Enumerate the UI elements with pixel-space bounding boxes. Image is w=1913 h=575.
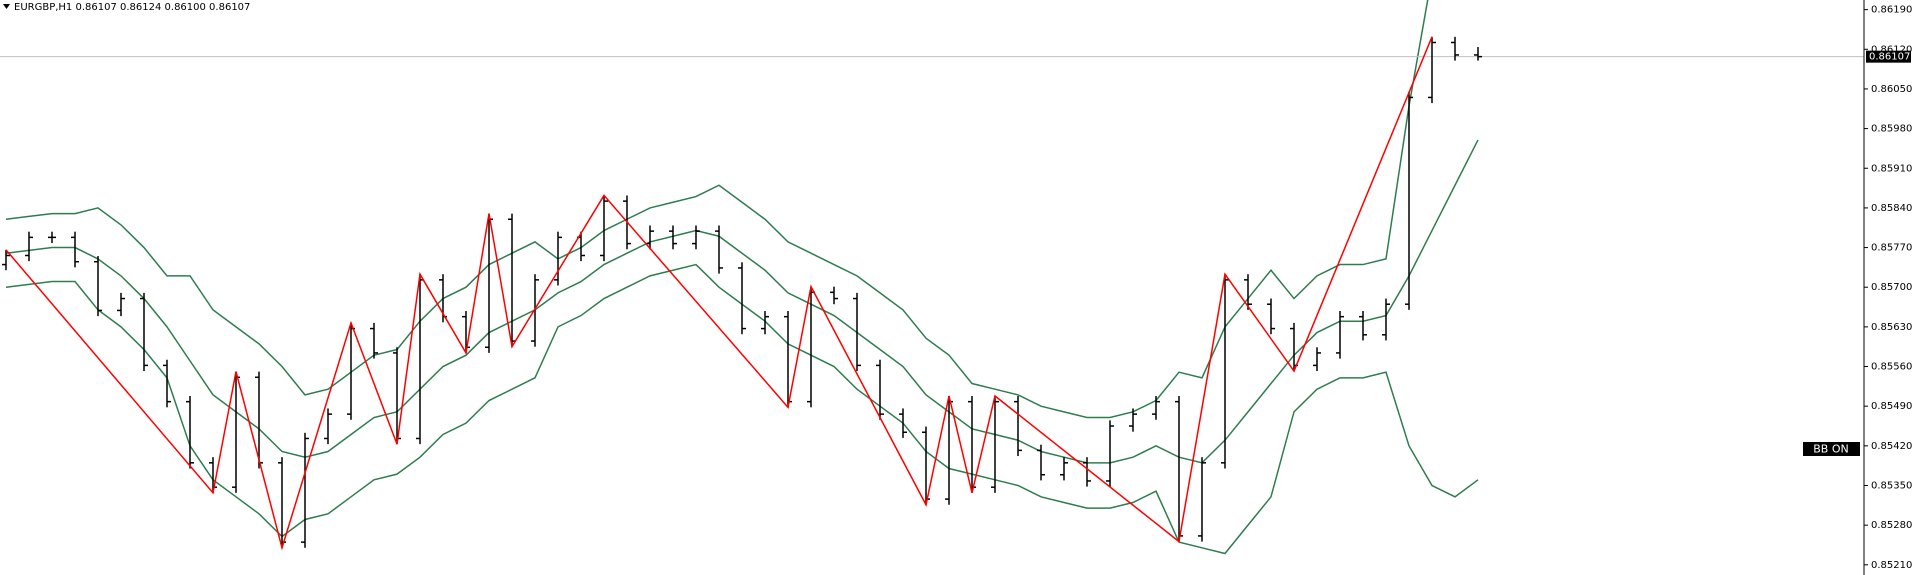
y-tick-label: 0.85700 bbox=[1871, 282, 1912, 293]
y-tick-label: 0.85560 bbox=[1871, 362, 1912, 373]
bollinger-upper bbox=[5, 0, 1429, 419]
y-tick-label: 0.85490 bbox=[1871, 401, 1912, 412]
y-tick-label: 0.86120 bbox=[1871, 44, 1912, 55]
y-tick-label: 0.85630 bbox=[1871, 322, 1912, 333]
bid-label-box bbox=[1866, 50, 1911, 63]
chart-header: EURGBP,H1 0.86107 0.86124 0.86100 0.8610… bbox=[14, 2, 250, 13]
plot-area bbox=[0, 0, 1864, 555]
y-tick-label: 0.85350 bbox=[1871, 480, 1912, 491]
zigzag-line bbox=[5, 36, 1433, 551]
bollinger-middle bbox=[5, 139, 1479, 464]
y-tick-label: 0.86050 bbox=[1871, 84, 1912, 95]
bid-label: 0.86107 bbox=[1869, 52, 1910, 63]
y-tick-label: 0.85210 bbox=[1871, 560, 1912, 571]
y-tick-label: 0.85910 bbox=[1871, 163, 1912, 174]
y-tick-label: 0.85420 bbox=[1871, 441, 1912, 452]
indicator-button[interactable]: BB ON bbox=[1803, 442, 1860, 456]
y-tick-label: 0.85840 bbox=[1871, 203, 1912, 214]
y-tick-label: 0.86190 bbox=[1871, 5, 1912, 16]
y-tick-label: 0.85980 bbox=[1871, 124, 1912, 135]
indicator-button-label[interactable]: BB ON bbox=[1813, 443, 1848, 456]
y-tick-label: 0.85770 bbox=[1871, 243, 1912, 254]
header-arrow bbox=[3, 4, 10, 9]
indicator-button-box[interactable] bbox=[1803, 442, 1860, 456]
y-tick-label: 0.85280 bbox=[1871, 520, 1912, 531]
